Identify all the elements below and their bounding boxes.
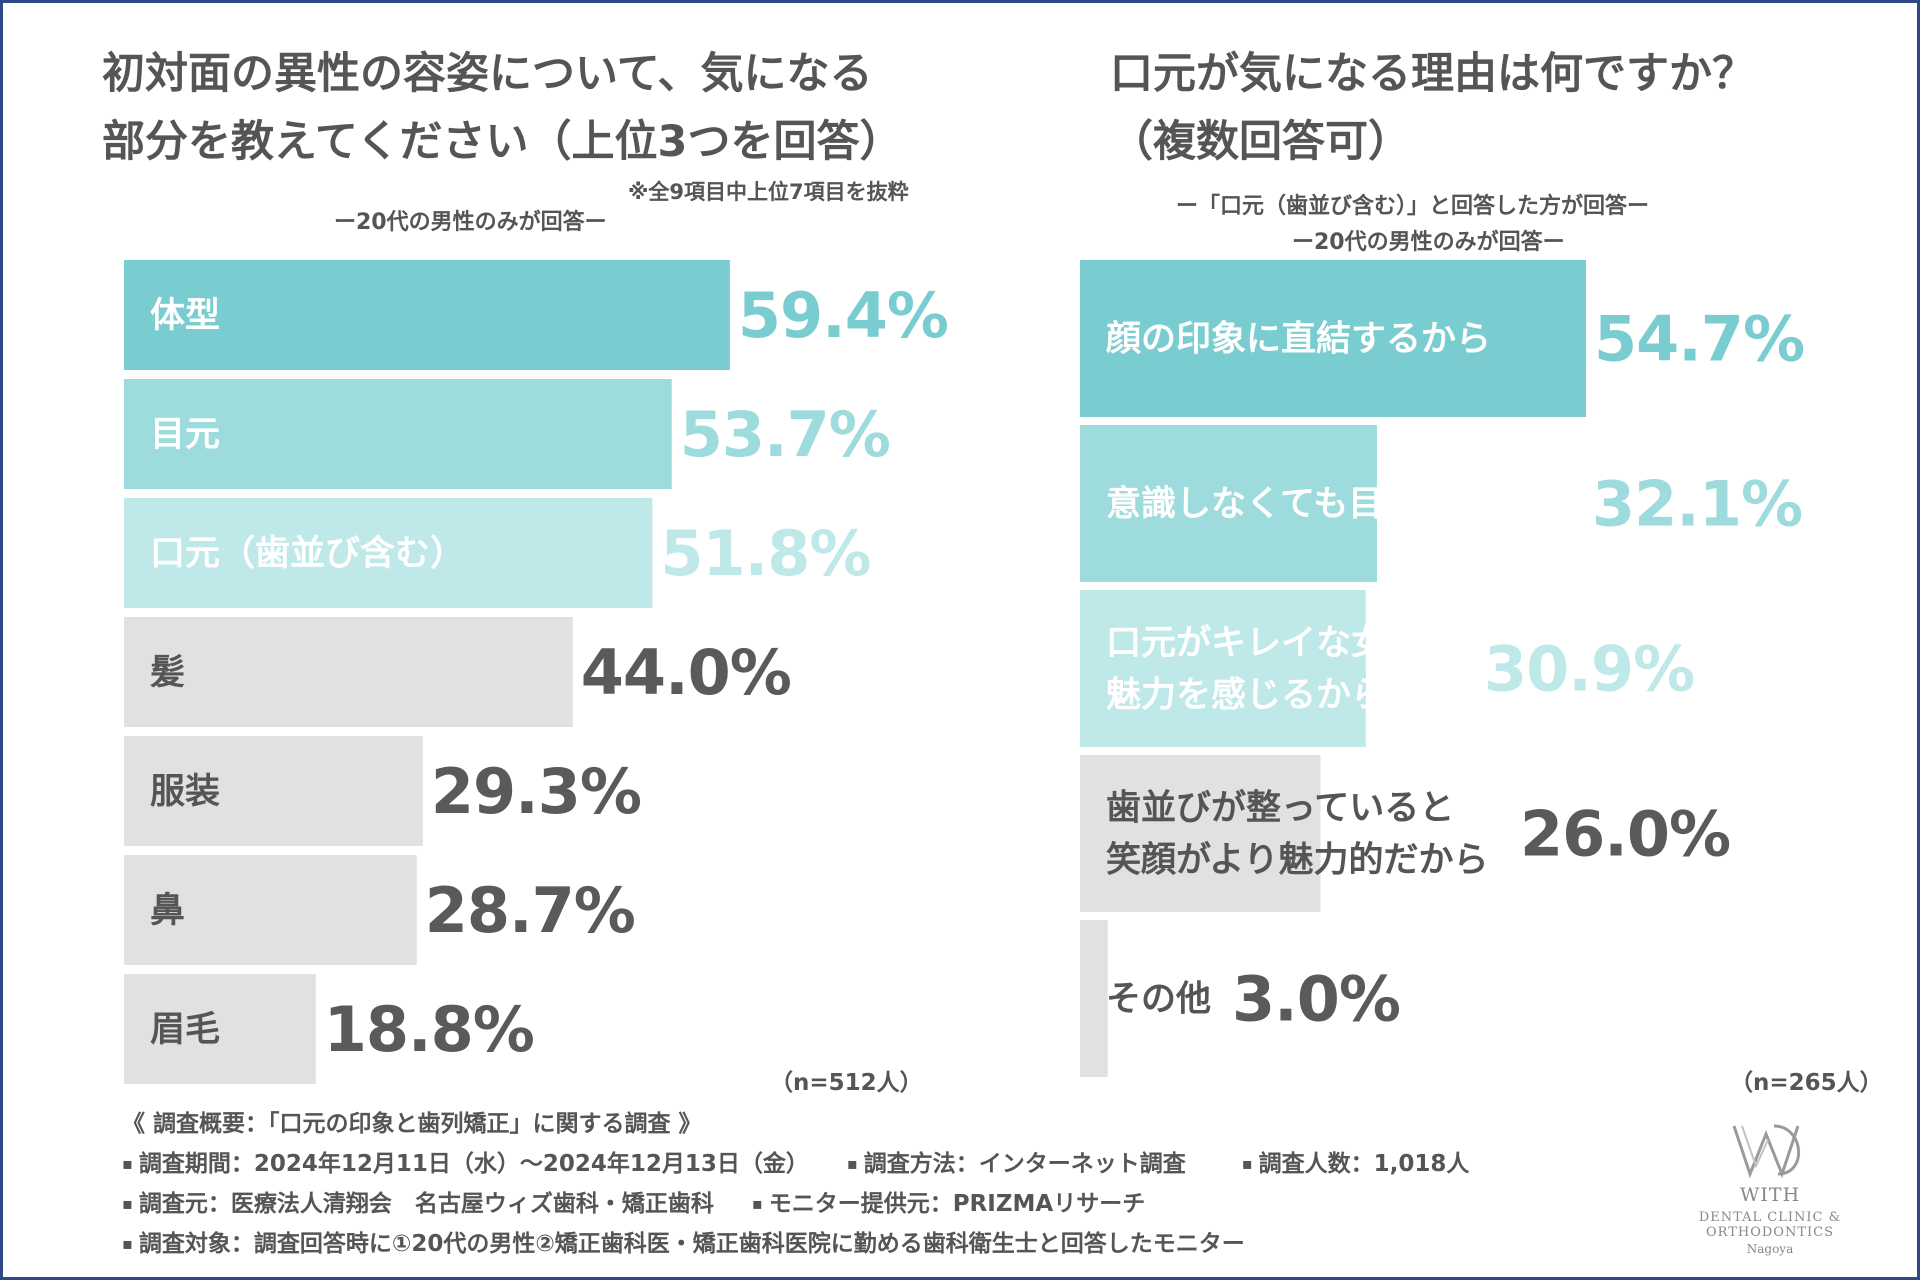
- right-bar-label-4-line1: 歯並びが整っていると: [1106, 789, 1454, 829]
- survey-monitor: モニター提供元：PRIZMAリサーチ: [768, 1191, 1146, 1217]
- right-title-line1: 口元が気になる理由は何ですか？: [1110, 49, 1755, 99]
- left-bar-label-3: 口元（歯並び含む）: [150, 534, 465, 574]
- right-bar-label-3-line2: 魅力を感じるから: [1106, 676, 1386, 716]
- left-sample-size: （n=512人）: [770, 1070, 923, 1096]
- right-sample-size: （n=265人）: [1730, 1070, 1883, 1096]
- left-bar-value-2: 53.7%: [680, 398, 890, 471]
- right-bar-5: [1080, 920, 1108, 1077]
- right-bar-value-5: 3.0%: [1232, 963, 1400, 1036]
- bullet-icon: ▪: [122, 1154, 133, 1173]
- left-bar-value-7: 18.8%: [324, 993, 534, 1066]
- right-bar-1: [1080, 260, 1586, 417]
- survey-period: 調査期間：2024年12月11日（水）～2024年12月13日（金）: [138, 1151, 809, 1177]
- bullet-icon: ▪: [846, 1154, 858, 1173]
- survey-summary: 《 調査概要：「口元の印象と歯列矯正」に関する調査 》 ▪ 調査期間：2024年1…: [122, 1104, 1469, 1264]
- left-note: ※全9項目中上位7項目を抜粋: [628, 180, 909, 204]
- right-bar-label-4-line2: 笑顔がより魅力的だから: [1106, 841, 1489, 881]
- logo-brand: WITH: [1739, 1184, 1801, 1206]
- survey-source: 調査元：医療法人清翔会 名古屋ウィズ歯科・矯正歯科: [138, 1191, 714, 1217]
- survey-method: 調査方法：インターネット調査: [863, 1151, 1186, 1177]
- left-bar-label-5: 服装: [150, 772, 220, 812]
- left-title-line2: 部分を教えてください（上位3つを回答）: [102, 117, 903, 167]
- with-logo-mark-icon: [1732, 1124, 1801, 1179]
- right-title-line2: （複数回答可）: [1110, 117, 1411, 167]
- left-subtitle: ー20代の男性のみが回答ー: [334, 210, 607, 235]
- survey-count: 調査人数：1,018人: [1258, 1151, 1470, 1177]
- right-bar-label-2: 意識しなくても目につくから: [1106, 485, 1558, 525]
- right-subtitle-1: ー「口元（歯並び含む）」と回答した方が回答ー: [1176, 194, 1650, 219]
- left-bar-7: [124, 974, 316, 1084]
- right-bar-value-2: 32.1%: [1592, 468, 1802, 541]
- right-bar-2: [1080, 425, 1377, 582]
- left-bar-value-5: 29.3%: [431, 755, 641, 828]
- left-bar-label-1: 体型: [150, 296, 220, 336]
- right-bar-4: [1080, 755, 1321, 912]
- left-bar-3: [124, 498, 653, 608]
- right-bar-value-3: 30.9%: [1484, 633, 1694, 706]
- left-bar-6: [124, 855, 417, 965]
- logo-subbrand: DENTAL CLINIC & ORTHODONTICS: [1698, 1210, 1842, 1240]
- bullet-icon: ▪: [1241, 1154, 1253, 1173]
- right-bar-value-1: 54.7%: [1594, 303, 1804, 376]
- left-bar-value-6: 28.7%: [425, 874, 635, 947]
- left-bar-4: [124, 617, 573, 727]
- right-subtitle-2: ー20代の男性のみが回答ー: [1292, 230, 1565, 255]
- survey-line-period: ▪ 調査期間：2024年12月11日（水）～2024年12月13日（金） ▪ 調査方…: [122, 1144, 1469, 1184]
- right-bar-label-5: その他: [1106, 980, 1211, 1020]
- left-bar-2: [124, 379, 672, 489]
- logo-city: Nagoya: [1746, 1242, 1794, 1256]
- left-bar-value-1: 59.4%: [738, 279, 948, 352]
- left-bar-5: [124, 736, 423, 846]
- bullet-icon: ▪: [751, 1194, 763, 1213]
- left-bar-1: [124, 260, 730, 370]
- left-title-line1: 初対面の異性の容姿について、気になる: [102, 49, 873, 99]
- survey-heading: 《 調査概要：「口元の印象と歯列矯正」に関する調査 》: [122, 1111, 702, 1137]
- left-bar-label-4: 髪: [150, 653, 185, 693]
- left-bar-label-6: 鼻: [150, 891, 185, 931]
- bullet-icon: ▪: [122, 1234, 133, 1253]
- survey-line-source: ▪ 調査元：医療法人清翔会 名古屋ウィズ歯科・矯正歯科 ▪ モニター提供元：PRIZ…: [122, 1184, 1469, 1224]
- right-bar-3: [1080, 590, 1366, 747]
- survey-target: 調査対象：調査回答時に①20代の男性②矯正歯科医・矯正歯科医院に勤める歯科衛生士…: [138, 1231, 1245, 1257]
- left-bar-value-4: 44.0%: [581, 636, 791, 709]
- left-bar-label-7: 眉毛: [150, 1010, 220, 1050]
- clinic-logo: WITH DENTAL CLINIC & ORTHODONTICS Nagoya: [1640, 1120, 1900, 1256]
- bullet-icon: ▪: [122, 1194, 133, 1213]
- survey-line-target: ▪ 調査対象：調査回答時に①20代の男性②矯正歯科医・矯正歯科医院に勤める歯科衛生…: [122, 1224, 1469, 1264]
- right-bar-label-1: 顔の印象に直結するから: [1106, 320, 1491, 360]
- left-bar-label-2: 目元: [150, 415, 220, 455]
- right-bar-value-4: 26.0%: [1520, 798, 1730, 871]
- left-bar-value-3: 51.8%: [660, 517, 870, 590]
- right-bar-label-3-line1: 口元がキレイな女性に: [1106, 623, 1456, 664]
